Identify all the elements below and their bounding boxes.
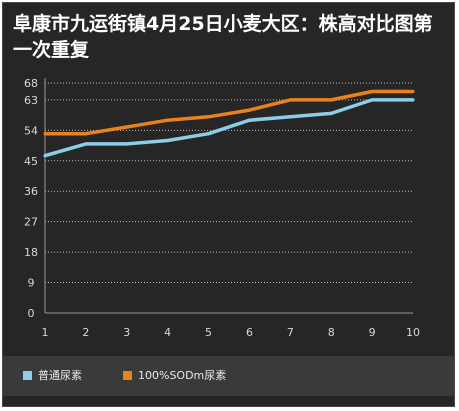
- data-point-series-2-9: [370, 89, 374, 94]
- x-tick-label-3: 4: [164, 326, 171, 339]
- y-tick-label-1: 9: [28, 277, 35, 290]
- x-tick-label-0: 1: [42, 326, 49, 339]
- data-point-series-1-4: [166, 138, 170, 143]
- data-point-series-2-5: [206, 115, 211, 119]
- data-point-series-2-4: [166, 118, 170, 122]
- x-tick-label-4: 5: [205, 326, 212, 339]
- data-point-series-1-8: [329, 111, 333, 116]
- y-tick-label-6: 54: [24, 124, 38, 137]
- data-point-series-1-9: [370, 98, 374, 102]
- data-point-series-2-2: [84, 132, 88, 136]
- data-point-series-1-2: [84, 142, 88, 146]
- x-tick-label-1: 2: [82, 326, 89, 339]
- legend-item-series-2: 100%SODm尿素: [123, 368, 226, 384]
- x-tick-label-8: 9: [369, 326, 376, 339]
- chart-frame: 阜康市九运街镇4月25日小麦大区：株高对比图第一次重复 0 9 18 27 36 45 54…: [2, 2, 455, 407]
- x-tick-label-9: 10: [406, 326, 420, 339]
- y-tick-label-8: 68: [24, 77, 38, 90]
- legend-label-series-2: 100%SODm尿素: [138, 369, 227, 382]
- data-point-series-1-10: [411, 98, 415, 102]
- y-tick-label-7: 63: [24, 94, 38, 107]
- data-point-series-2-8: [329, 98, 333, 102]
- y-tick-label-2: 18: [24, 246, 38, 259]
- legend-label-series-1: 普通尿素: [38, 369, 82, 382]
- legend-item-series-1: 普通尿素: [23, 368, 82, 384]
- data-point-series-1-3: [125, 142, 129, 146]
- legend-swatch-series-2: [123, 371, 132, 380]
- series-line-2: [45, 89, 413, 136]
- x-tick-label-2: 3: [123, 326, 130, 339]
- data-point-series-2-7: [288, 98, 292, 102]
- series-line-1: [44, 98, 413, 158]
- x-tick-label-6: 7: [287, 326, 294, 339]
- y-tick-label-4: 36: [24, 185, 38, 198]
- y-tick-label-0: 0: [28, 307, 35, 320]
- x-tick-label-7: 8: [328, 326, 335, 339]
- y-tick-label-5: 45: [24, 155, 38, 168]
- data-point-series-1-5: [206, 132, 211, 136]
- chart-title: 阜康市九运街镇4月25日小麦大区：株高对比图第一次重复: [13, 13, 433, 61]
- legend-swatch-series-1: [23, 371, 32, 380]
- data-point-series-1-1: [43, 154, 47, 158]
- data-point-series-2-6: [247, 108, 252, 112]
- y-tick-label-3: 27: [24, 216, 38, 229]
- data-point-series-2-10: [411, 89, 415, 94]
- data-point-series-1-6: [247, 118, 252, 122]
- legend: 普通尿素 100%SODm尿素: [3, 356, 454, 396]
- x-tick-label-5: 6: [246, 326, 253, 339]
- data-point-series-1-7: [288, 115, 292, 119]
- data-point-series-2-1: [43, 132, 47, 136]
- data-point-series-2-3: [125, 125, 129, 129]
